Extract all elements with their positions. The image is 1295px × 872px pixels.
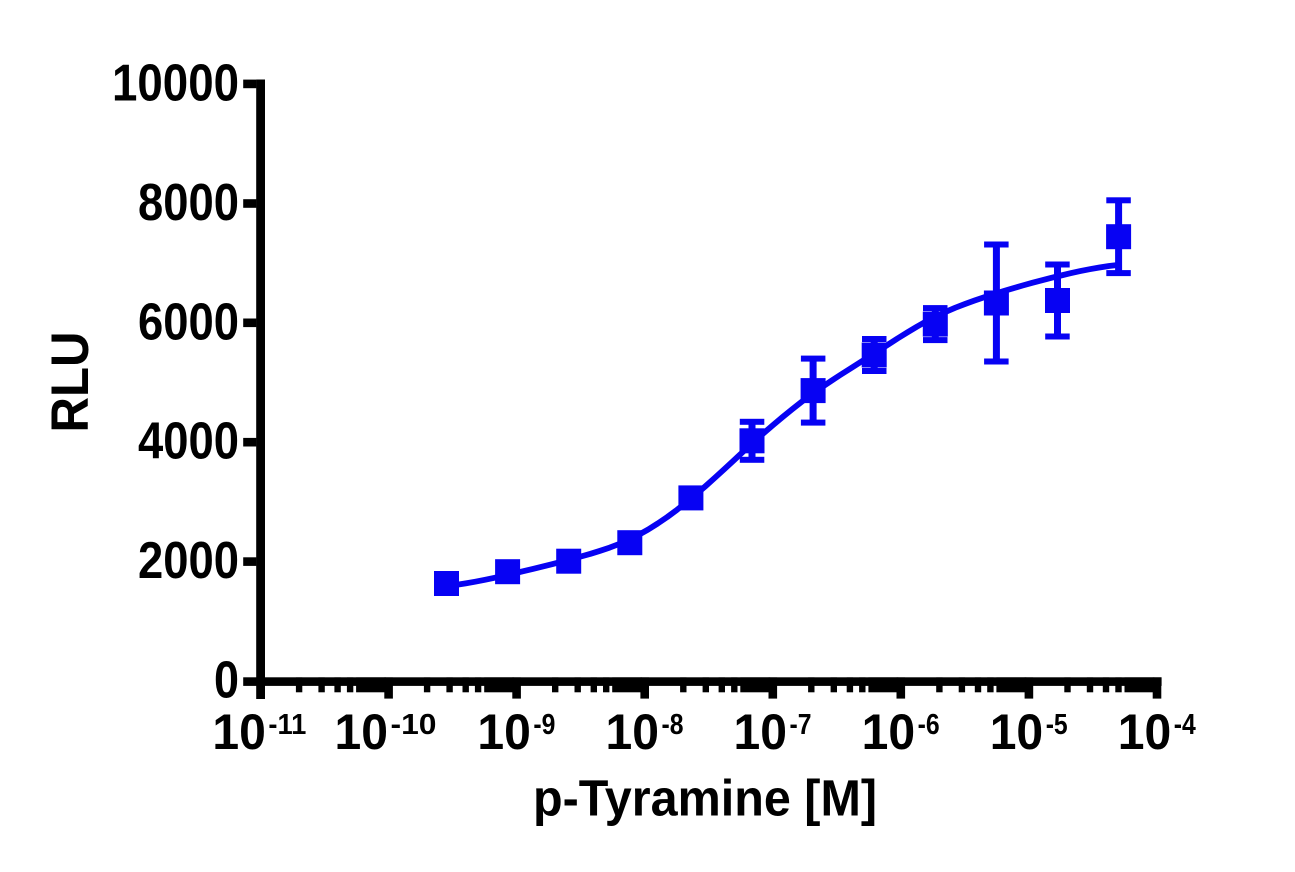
svg-text:10000: 10000 — [112, 53, 239, 111]
svg-text:-5: -5 — [1046, 709, 1068, 741]
svg-text:8000: 8000 — [138, 173, 239, 231]
svg-text:RLU: RLU — [41, 332, 100, 433]
svg-text:p-Tyramine [M]: p-Tyramine [M] — [533, 770, 877, 827]
svg-text:-10: -10 — [391, 709, 437, 741]
svg-text:-4: -4 — [1174, 709, 1196, 741]
svg-text:-11: -11 — [268, 709, 306, 741]
svg-text:10: 10 — [477, 704, 531, 760]
svg-text:6000: 6000 — [138, 292, 239, 350]
svg-text:2000: 2000 — [138, 531, 239, 589]
svg-text:4000: 4000 — [138, 412, 239, 470]
svg-text:-8: -8 — [662, 709, 684, 741]
svg-text:-6: -6 — [918, 709, 940, 741]
svg-text:10: 10 — [734, 704, 788, 760]
svg-text:10: 10 — [1118, 704, 1172, 760]
svg-text:-7: -7 — [790, 709, 812, 741]
svg-text:10: 10 — [335, 704, 389, 760]
svg-text:0: 0 — [214, 651, 239, 709]
svg-text:10: 10 — [212, 704, 266, 760]
svg-text:10: 10 — [862, 704, 916, 760]
svg-text:-9: -9 — [533, 709, 555, 741]
svg-text:10: 10 — [606, 704, 660, 760]
svg-text:10: 10 — [990, 704, 1043, 760]
